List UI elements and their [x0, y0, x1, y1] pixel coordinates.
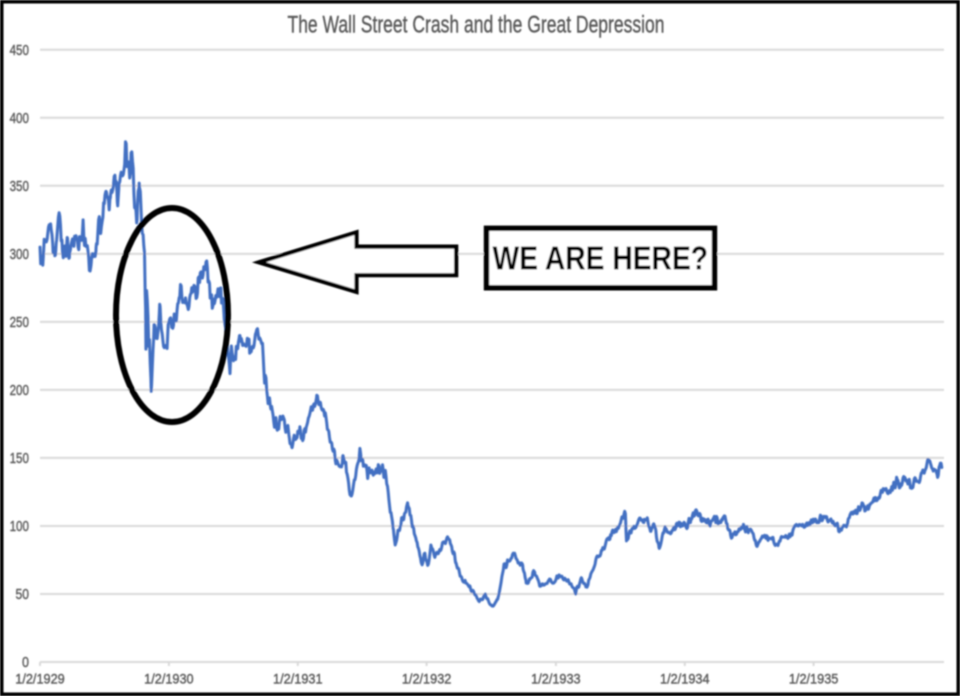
svg-text:400: 400 [10, 111, 29, 127]
svg-text:50: 50 [16, 587, 30, 603]
svg-text:1/2/1929: 1/2/1929 [15, 672, 65, 687]
svg-text:0: 0 [22, 655, 29, 671]
svg-text:300: 300 [10, 247, 29, 263]
svg-text:1/2/1934: 1/2/1934 [660, 672, 710, 687]
svg-text:100: 100 [10, 519, 29, 535]
svg-text:450: 450 [10, 43, 29, 59]
svg-text:The Wall Street Crash and the: The Wall Street Crash and the Great Depr… [288, 12, 665, 39]
svg-text:WE ARE HERE?: WE ARE HERE? [493, 240, 709, 277]
svg-text:1/2/1932: 1/2/1932 [402, 672, 452, 687]
svg-text:350: 350 [10, 179, 29, 195]
svg-text:150: 150 [10, 451, 29, 467]
svg-text:1/2/1931: 1/2/1931 [273, 672, 323, 687]
svg-text:1/2/1933: 1/2/1933 [531, 672, 581, 687]
svg-text:1/2/1930: 1/2/1930 [144, 672, 194, 687]
svg-text:250: 250 [10, 315, 29, 331]
svg-text:200: 200 [10, 383, 29, 399]
svg-text:1/2/1935: 1/2/1935 [789, 672, 839, 687]
